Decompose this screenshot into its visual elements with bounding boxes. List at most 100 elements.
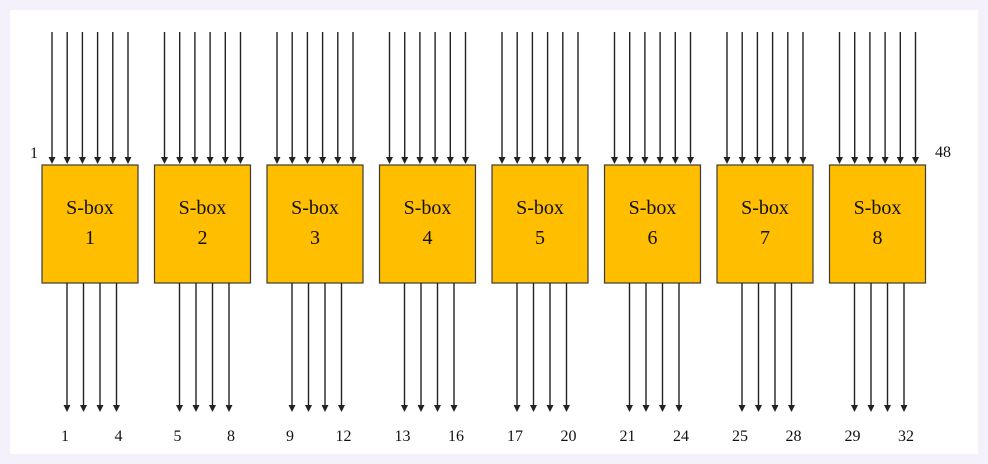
sbox-title: S-box	[854, 197, 902, 219]
output-arrow-12-head	[338, 405, 345, 412]
output-arrow-16-head	[450, 405, 458, 412]
output-arrow-30-head	[867, 405, 875, 412]
input-arrow-31-head	[611, 157, 618, 164]
output-label-first: 29	[845, 428, 861, 445]
input-arrow-10-head	[206, 157, 214, 164]
input-arrow-8-head	[176, 157, 184, 164]
input-arrow-6-head	[124, 157, 132, 164]
input-arrow-15-head	[303, 157, 311, 164]
input-label-last: 48	[935, 144, 951, 161]
input-arrow-1-head	[48, 157, 56, 164]
sbox-8	[828, 164, 927, 284]
output-arrow-24-head	[675, 405, 683, 412]
sbox-5	[491, 164, 589, 284]
output-label-first: 21	[620, 428, 636, 445]
output-label-last: 4	[115, 428, 123, 445]
input-arrow-24-head	[462, 157, 469, 164]
output-arrow-29-head	[851, 405, 858, 412]
input-arrow-29-head	[559, 157, 567, 164]
output-arrow-6-head	[192, 405, 200, 412]
output-arrow-1-head	[63, 405, 71, 412]
input-arrow-7-head	[161, 157, 168, 164]
input-arrow-47-head	[896, 157, 904, 164]
sbox-4	[378, 164, 477, 284]
sbox-6	[603, 164, 702, 284]
sbox-7	[716, 164, 814, 284]
output-label-last: 16	[448, 428, 464, 445]
input-arrow-17-head	[334, 157, 342, 164]
input-arrow-5-head	[109, 157, 117, 164]
sbox-number: 5	[535, 227, 545, 249]
output-arrow-10-head	[305, 405, 312, 412]
input-arrow-3-head	[78, 157, 86, 164]
sbox-title: S-box	[516, 197, 564, 219]
input-arrow-26-head	[513, 157, 521, 164]
sbox-number: 8	[873, 227, 883, 249]
output-arrow-25-head	[738, 405, 746, 412]
input-arrow-12-head	[237, 157, 244, 164]
output-arrow-23-head	[659, 405, 666, 412]
input-arrow-11-head	[221, 157, 229, 164]
input-arrow-14-head	[288, 157, 296, 164]
input-arrow-23-head	[446, 157, 454, 164]
sbox-title: S-box	[291, 197, 339, 219]
sbox-title: S-box	[66, 197, 114, 219]
output-arrow-8-head	[225, 405, 233, 412]
sbox-3	[266, 164, 364, 284]
input-arrow-2-head	[63, 157, 71, 164]
sbox-number: 4	[423, 227, 433, 249]
input-arrow-37-head	[723, 157, 731, 164]
output-label-last: 28	[786, 428, 802, 445]
sbox-number: 1	[85, 227, 95, 249]
input-arrow-39-head	[753, 157, 761, 164]
output-label-first: 17	[507, 428, 523, 445]
sbox-2	[153, 164, 252, 284]
input-arrow-28-head	[544, 157, 552, 164]
input-arrow-25-head	[498, 157, 506, 164]
input-arrow-46-head	[881, 157, 889, 164]
input-arrow-45-head	[866, 157, 874, 164]
input-arrow-4-head	[94, 157, 102, 164]
output-arrow-26-head	[755, 405, 762, 412]
output-arrow-31-head	[884, 405, 891, 412]
input-arrow-20-head	[401, 157, 409, 164]
input-arrow-38-head	[738, 157, 746, 164]
output-arrow-27-head	[771, 405, 779, 412]
output-arrow-13-head	[401, 405, 408, 412]
output-arrow-9-head	[288, 405, 296, 412]
input-arrow-41-head	[784, 157, 792, 164]
output-arrow-7-head	[209, 405, 216, 412]
input-arrow-40-head	[769, 157, 777, 164]
output-arrow-14-head	[417, 405, 425, 412]
input-arrow-42-head	[799, 157, 807, 164]
output-label-first: 5	[174, 428, 182, 445]
output-label-first: 9	[286, 428, 294, 445]
output-arrow-2-head	[80, 405, 87, 412]
output-arrow-21-head	[626, 405, 633, 412]
input-arrow-16-head	[319, 157, 327, 164]
input-arrow-27-head	[528, 157, 536, 164]
input-arrow-36-head	[687, 157, 694, 164]
input-arrow-32-head	[626, 157, 634, 164]
output-label-first: 25	[732, 428, 748, 445]
sbox-title: S-box	[404, 197, 452, 219]
output-arrow-20-head	[563, 405, 570, 412]
input-arrow-48-head	[912, 157, 919, 164]
input-arrow-19-head	[386, 157, 393, 164]
output-label-last: 32	[898, 428, 914, 445]
output-arrow-28-head	[788, 405, 795, 412]
input-label-first: 1	[30, 145, 38, 162]
sbox-title: S-box	[179, 197, 227, 219]
output-arrow-22-head	[642, 405, 650, 412]
output-arrow-32-head	[900, 405, 908, 412]
input-arrow-30-head	[574, 157, 582, 164]
output-label-first: 13	[395, 428, 411, 445]
input-arrow-9-head	[191, 157, 199, 164]
input-arrow-34-head	[656, 157, 664, 164]
output-arrow-18-head	[530, 405, 537, 412]
sbox-number: 7	[760, 227, 770, 249]
output-arrow-19-head	[546, 405, 554, 412]
output-arrow-4-head	[113, 405, 120, 412]
input-arrow-21-head	[416, 157, 424, 164]
